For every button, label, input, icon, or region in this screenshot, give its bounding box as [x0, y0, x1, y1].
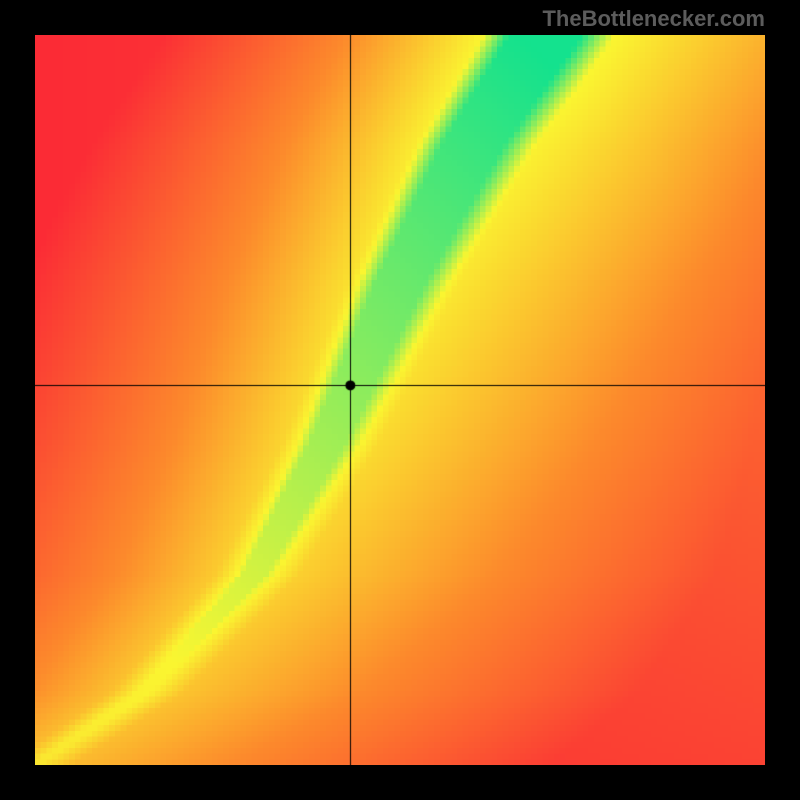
watermark-text: TheBottlenecker.com — [542, 6, 765, 32]
bottleneck-heatmap — [35, 35, 765, 765]
chart-container: TheBottlenecker.com — [0, 0, 800, 800]
